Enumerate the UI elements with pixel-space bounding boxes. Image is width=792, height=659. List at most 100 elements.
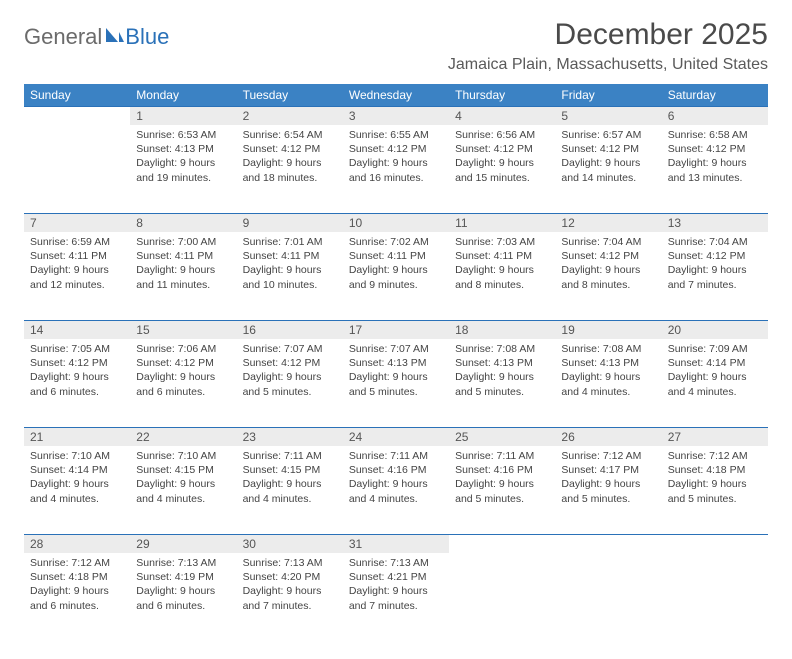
daynum-row: 14151617181920 xyxy=(24,320,768,339)
daylight-line: Daylight: 9 hours and 16 minutes. xyxy=(349,157,428,183)
day-number-cell: 16 xyxy=(237,320,343,339)
day-number: 8 xyxy=(130,213,236,232)
day-number-cell: 15 xyxy=(130,320,236,339)
sunrise-line: Sunrise: 7:06 AM xyxy=(136,343,216,355)
day-content: Sunrise: 7:08 AMSunset: 4:13 PMDaylight:… xyxy=(449,339,555,407)
daylight-line: Daylight: 9 hours and 11 minutes. xyxy=(136,264,215,290)
daylight-line: Daylight: 9 hours and 6 minutes. xyxy=(30,371,109,397)
daylight-line: Daylight: 9 hours and 4 minutes. xyxy=(561,371,640,397)
day-content: Sunrise: 6:55 AMSunset: 4:12 PMDaylight:… xyxy=(343,125,449,193)
day-number-cell: 21 xyxy=(24,427,130,446)
daylight-line: Daylight: 9 hours and 9 minutes. xyxy=(349,264,428,290)
sunrise-line: Sunrise: 7:07 AM xyxy=(243,343,323,355)
daylight-line: Daylight: 9 hours and 4 minutes. xyxy=(30,478,109,504)
day-content: Sunrise: 7:07 AMSunset: 4:13 PMDaylight:… xyxy=(343,339,449,407)
day-cell: Sunrise: 6:54 AMSunset: 4:12 PMDaylight:… xyxy=(237,125,343,213)
day-cell: Sunrise: 7:03 AMSunset: 4:11 PMDaylight:… xyxy=(449,232,555,320)
sunset-line: Sunset: 4:19 PM xyxy=(136,571,214,583)
day-content: Sunrise: 7:13 AMSunset: 4:21 PMDaylight:… xyxy=(343,553,449,621)
day-cell: Sunrise: 7:01 AMSunset: 4:11 PMDaylight:… xyxy=(237,232,343,320)
day-number-cell: 31 xyxy=(343,534,449,553)
day-number-cell xyxy=(449,534,555,553)
day-number-cell: 29 xyxy=(130,534,236,553)
header: General Blue December 2025 Jamaica Plain… xyxy=(24,18,768,74)
day-content: Sunrise: 7:09 AMSunset: 4:14 PMDaylight:… xyxy=(662,339,768,407)
day-number: 19 xyxy=(555,320,661,339)
day-cell: Sunrise: 7:02 AM Sunset: 4:11 PM Daylight:… xyxy=(343,232,449,320)
day-number: 26 xyxy=(555,427,661,446)
day-number-cell: 7 xyxy=(24,213,130,232)
day-cell: Sunrise: 6:57 AMSunset: 4:12 PMDaylight:… xyxy=(555,125,661,213)
day-content: Sunrise: 7:06 AMSunset: 4:12 PMDaylight:… xyxy=(130,339,236,407)
sunset-line: Sunset: 4:18 PM xyxy=(30,571,108,583)
day-number: 22 xyxy=(130,427,236,446)
sunrise-line: Sunrise: 7:04 AM xyxy=(561,236,641,248)
sunrise-line: Sunrise: 6:53 AM xyxy=(136,129,216,141)
day-number-cell: 3 xyxy=(343,106,449,125)
day-content: Sunrise: 7:11 AMSunset: 4:16 PMDaylight:… xyxy=(343,446,449,514)
weekday-header: Thursday xyxy=(449,84,555,106)
weekday-header: Sunday xyxy=(24,84,130,106)
sunset-line: Sunset: 4:18 PM xyxy=(668,464,746,476)
day-cell: Sunrise: 6:56 AMSunset: 4:12 PMDaylight:… xyxy=(449,125,555,213)
day-cell: Sunrise: 7:11 AMSunset: 4:15 PMDaylight:… xyxy=(237,446,343,534)
day-content: Sunrise: 6:53 AMSunset: 4:13 PMDaylight:… xyxy=(130,125,236,193)
day-number: 14 xyxy=(24,320,130,339)
day-content: Sunrise: 7:03 AMSunset: 4:11 PMDaylight:… xyxy=(449,232,555,300)
day-number-cell: 24 xyxy=(343,427,449,446)
day-cell: Sunrise: 7:07 AMSunset: 4:12 PMDaylight:… xyxy=(237,339,343,427)
weekday-header: Wednesday xyxy=(343,84,449,106)
day-number-cell: 10 xyxy=(343,213,449,232)
sunrise-line: Sunrise: 7:05 AM xyxy=(30,343,110,355)
sunset-line: Sunset: 4:12 PM xyxy=(243,143,321,155)
day-number: 16 xyxy=(237,320,343,339)
daylight-line: Daylight: 9 hours and 4 minutes. xyxy=(349,478,428,504)
day-number-cell: 22 xyxy=(130,427,236,446)
day-content: Sunrise: 7:07 AMSunset: 4:12 PMDaylight:… xyxy=(237,339,343,407)
sunrise-line: Sunrise: 7:09 AM xyxy=(668,343,748,355)
sunrise-line: Sunrise: 6:57 AM xyxy=(561,129,641,141)
day-number-cell: 18 xyxy=(449,320,555,339)
day-cell: Sunrise: 7:12 AMSunset: 4:18 PMDaylight:… xyxy=(662,446,768,534)
sunrise-line: Sunrise: 7:04 AM xyxy=(668,236,748,248)
sunrise-line: Sunrise: 7:12 AM xyxy=(668,450,748,462)
sunset-line: Sunset: 4:16 PM xyxy=(349,464,427,476)
sunset-line: Sunset: 4:11 PM xyxy=(455,250,532,262)
day-cell: Sunrise: 7:09 AMSunset: 4:14 PMDaylight:… xyxy=(662,339,768,427)
logo-text-general: General xyxy=(24,24,102,50)
sunrise-line: Sunrise: 7:12 AM xyxy=(30,557,110,569)
sunset-line: Sunset: 4:11 PM xyxy=(349,250,426,262)
day-content: Sunrise: 6:54 AMSunset: 4:12 PMDaylight:… xyxy=(237,125,343,193)
sunrise-line: Sunrise: 6:59 AM xyxy=(30,236,110,248)
day-cell: Sunrise: 7:11 AMSunset: 4:16 PMDaylight:… xyxy=(449,446,555,534)
day-number xyxy=(555,534,661,553)
day-number: 29 xyxy=(130,534,236,553)
page: General Blue December 2025 Jamaica Plain… xyxy=(0,0,792,659)
sunrise-line: Sunrise: 6:54 AM xyxy=(243,129,323,141)
sunrise-line: Sunrise: 7:02 AM xyxy=(349,236,429,248)
day-number: 11 xyxy=(449,213,555,232)
day-number-cell: 30 xyxy=(237,534,343,553)
day-number: 27 xyxy=(662,427,768,446)
day-cell xyxy=(24,125,130,213)
day-number-cell: 25 xyxy=(449,427,555,446)
day-cell xyxy=(449,553,555,641)
daynum-row: 28293031 xyxy=(24,534,768,553)
day-number: 20 xyxy=(662,320,768,339)
day-number xyxy=(662,534,768,553)
day-cell: Sunrise: 7:11 AMSunset: 4:16 PMDaylight:… xyxy=(343,446,449,534)
day-number: 5 xyxy=(555,106,661,125)
sunset-line: Sunset: 4:13 PM xyxy=(455,357,533,369)
daylight-line: Daylight: 9 hours and 5 minutes. xyxy=(455,371,534,397)
sunset-line: Sunset: 4:12 PM xyxy=(561,143,639,155)
sunset-line: Sunset: 4:12 PM xyxy=(349,143,427,155)
day-cell: Sunrise: 7:06 AMSunset: 4:12 PMDaylight:… xyxy=(130,339,236,427)
day-content: Sunrise: 7:10 AMSunset: 4:15 PMDaylight:… xyxy=(130,446,236,514)
day-cell: Sunrise: 6:58 AMSunset: 4:12 PMDaylight:… xyxy=(662,125,768,213)
day-cell: Sunrise: 6:55 AMSunset: 4:12 PMDaylight:… xyxy=(343,125,449,213)
daylight-line: Daylight: 9 hours and 10 minutes. xyxy=(243,264,322,290)
sunrise-line: Sunrise: 7:11 AM xyxy=(455,450,534,462)
week-row: Sunrise: 6:53 AMSunset: 4:13 PMDaylight:… xyxy=(24,125,768,213)
daylight-line: Daylight: 9 hours and 13 minutes. xyxy=(668,157,747,183)
day-number-cell xyxy=(24,106,130,125)
